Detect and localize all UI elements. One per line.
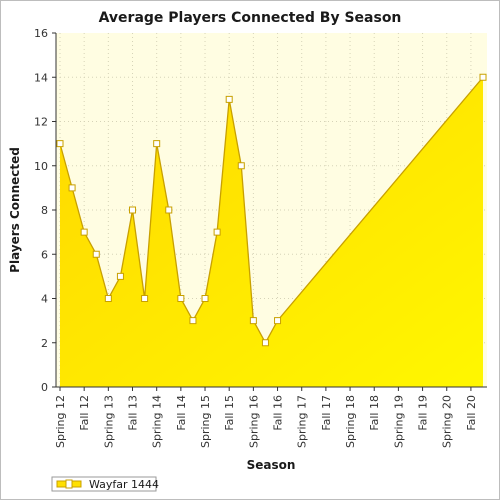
data-point-marker [274, 317, 282, 325]
x-tick-label: Spring 18 [344, 395, 357, 448]
series-area [59, 76, 484, 387]
data-point-marker [213, 228, 221, 236]
x-tick-label: Spring 12 [54, 395, 67, 448]
data-point-marker [104, 295, 112, 302]
chart-title: Average Players Connected By Season [99, 10, 402, 26]
y-axis-title: Players Connected [8, 147, 22, 273]
data-point-marker [201, 295, 209, 302]
data-point-marker [177, 295, 185, 302]
x-tick-label: Fall 15 [223, 395, 236, 431]
data-point-marker [189, 317, 197, 325]
x-tick-label: Fall 20 [465, 395, 478, 431]
data-point-marker [56, 140, 64, 148]
data-point-marker [68, 184, 76, 192]
series-line [59, 76, 484, 345]
y-tick-label: 0 [41, 381, 48, 394]
y-tick-label: 6 [41, 248, 48, 261]
legend-label: Wayfar 1444 [89, 478, 159, 491]
x-tick-label: Spring 14 [151, 395, 164, 448]
data-point-marker [479, 73, 487, 81]
x-tick-labels: Spring 12 Fall 12 Spring 13 Fall 13 Spring 1… [54, 395, 478, 448]
x-tick-label: Spring 16 [247, 395, 260, 448]
x-tick-label: Fall 19 [417, 395, 430, 431]
x-tick-label: Spring 19 [392, 395, 405, 448]
y-tick-label: 14 [34, 71, 48, 84]
y-tick-labels: 0 2 4 6 8 10 12 14 16 [34, 27, 48, 394]
x-tick-label: Fall 17 [320, 395, 333, 431]
x-tick-label: Fall 12 [78, 395, 91, 431]
data-point-marker [129, 206, 137, 214]
data-point-marker [92, 250, 100, 258]
x-tick-label: Spring 13 [102, 395, 115, 448]
data-point-marker [116, 272, 124, 280]
data-point-marker [165, 206, 173, 214]
x-tick-label: Spring 15 [199, 395, 212, 448]
y-tick-label: 10 [34, 160, 48, 173]
axes [52, 32, 487, 391]
y-tick-label: 2 [41, 337, 48, 350]
data-point-marker [237, 162, 245, 170]
x-tick-label: Fall 14 [175, 395, 188, 431]
x-tick-label: Fall 16 [272, 395, 285, 431]
x-tick-label: Fall 13 [127, 395, 140, 431]
data-point-marker [141, 295, 149, 302]
data-markers [56, 73, 487, 347]
area-fill [60, 77, 483, 387]
y-tick-label: 8 [41, 204, 48, 217]
x-tick-label: Spring 17 [296, 395, 309, 448]
x-tick-label: Fall 18 [368, 395, 381, 431]
x-axis-title: Season [247, 458, 296, 472]
y-tick-label: 4 [41, 293, 48, 306]
data-point-marker [153, 140, 161, 148]
legend: Wayfar 1444 [51, 476, 159, 492]
x-tick-label: Spring 20 [441, 395, 454, 448]
data-point-marker [249, 317, 257, 325]
data-point-marker [225, 95, 233, 103]
data-point-marker [261, 339, 269, 347]
legend-marker-icon [65, 479, 73, 489]
y-tick-label: 16 [34, 27, 48, 40]
y-tick-label: 12 [34, 116, 48, 129]
data-point-marker [80, 228, 88, 236]
